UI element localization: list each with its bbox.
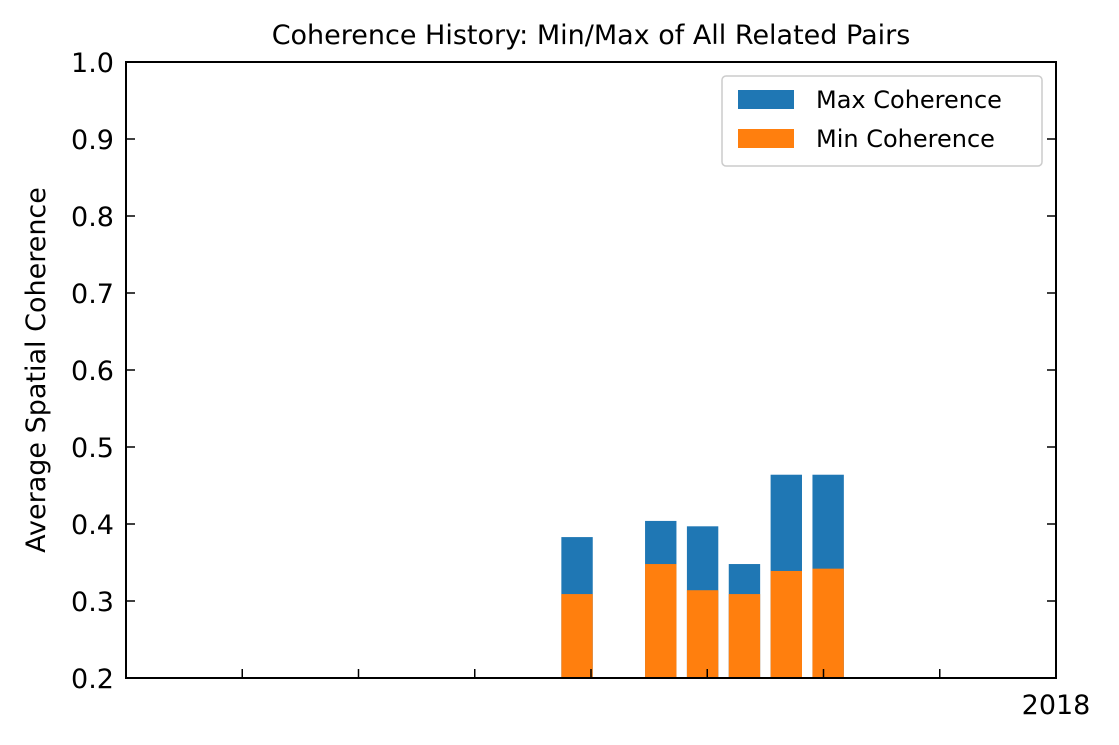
legend-swatch-max [738, 90, 794, 109]
legend-box [721, 75, 1043, 167]
bar-min-0 [561, 594, 593, 678]
y-tick-label: 0.3 [71, 587, 114, 618]
y-tick-label: 0.9 [71, 125, 114, 156]
legend-label-min: Min Coherence [816, 125, 995, 153]
legend-label-max: Max Coherence [816, 86, 1002, 114]
y-axis-label: Average Spatial Coherence [21, 187, 52, 553]
y-tick-label: 0.8 [71, 202, 114, 233]
y-tick-label: 0.5 [71, 433, 114, 464]
y-tick-label: 0.2 [71, 664, 114, 695]
chart-title: Coherence History: Min/Max of All Relate… [272, 20, 911, 51]
bar-min-5 [812, 568, 844, 678]
x-tick-label: 2018 [1022, 690, 1091, 721]
y-tick-label: 0.4 [71, 510, 114, 541]
bar-min-4 [770, 570, 802, 678]
y-tick-label: 0.6 [71, 356, 114, 387]
y-tick-label: 0.7 [71, 279, 114, 310]
bar-min-1 [645, 564, 677, 678]
legend-swatch-min [738, 129, 794, 148]
legend: Max Coherence Min Coherence [721, 75, 1043, 167]
bar-min-3 [728, 594, 761, 678]
y-tick-label: 1.0 [71, 48, 114, 79]
bar-min-2 [686, 590, 719, 678]
